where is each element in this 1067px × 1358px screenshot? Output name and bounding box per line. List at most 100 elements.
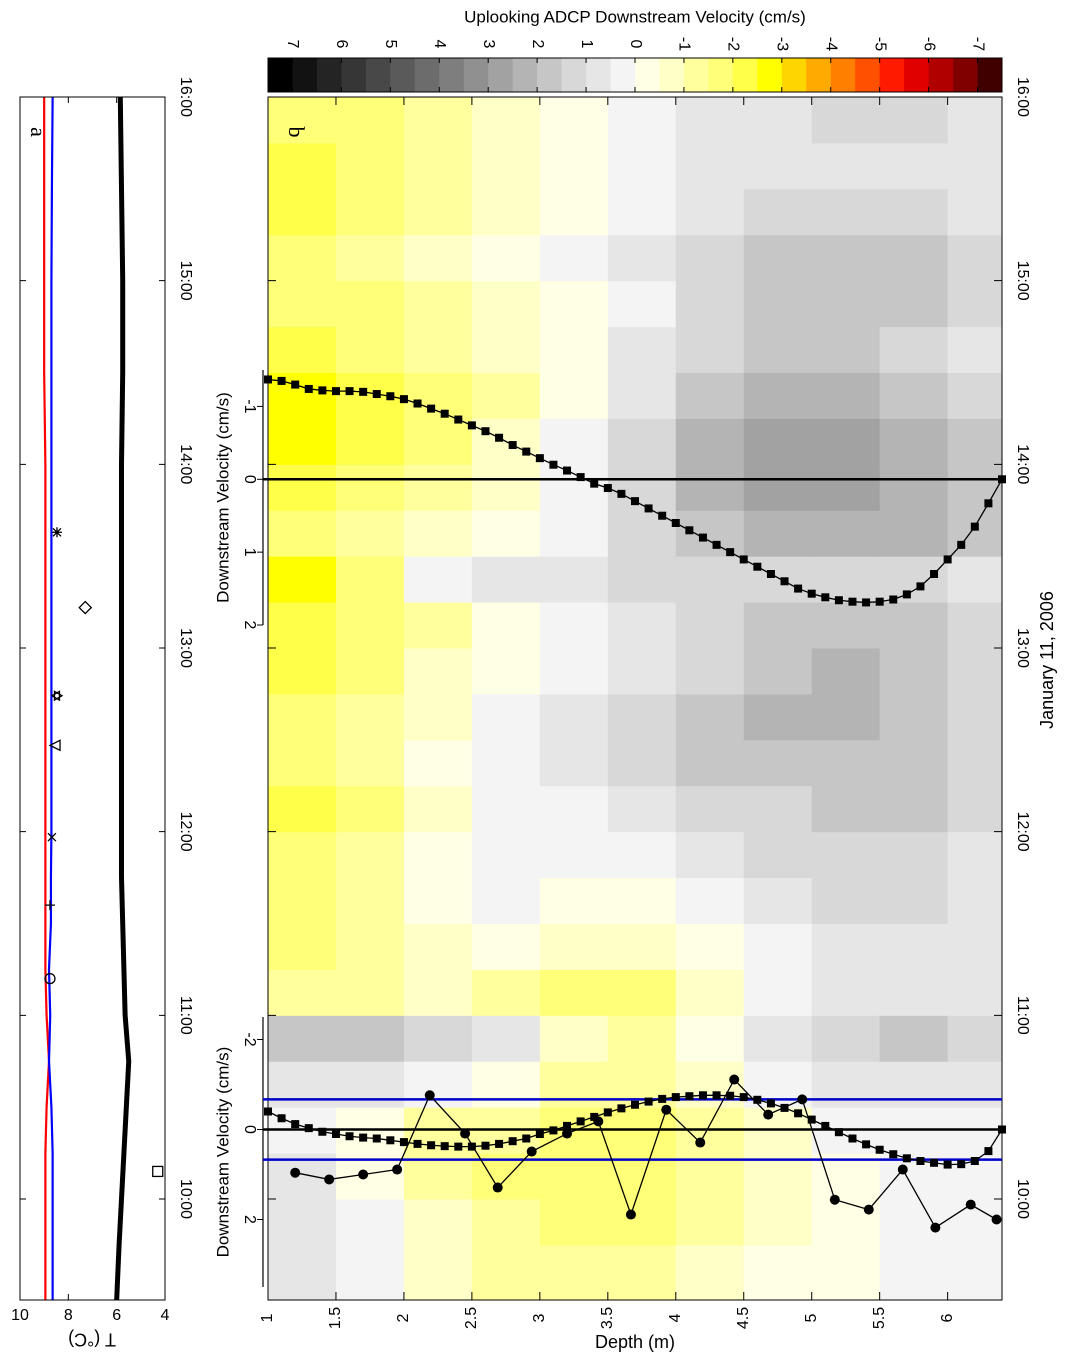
marker [51,527,62,538]
heatmap-cell [403,280,473,328]
heatmap-cell [335,280,405,328]
heatmap-cell [879,418,949,465]
heatmap-cell [743,602,813,649]
profile-marker [821,593,830,602]
heatmap-cell [539,602,609,649]
heatmap-cell [675,602,745,649]
profile-marker [863,1204,874,1215]
profile-marker [658,1094,667,1103]
heatmap-cell [879,188,949,236]
heatmap-cell [403,693,473,741]
profile-marker [957,1160,966,1169]
heatmap-cell [743,97,813,144]
colorbar-cell [781,58,807,92]
heatmap-cell [539,647,609,695]
heatmap-cell [675,280,745,328]
colorbar-tick-label: 3 [480,40,497,49]
profile-marker [318,386,327,395]
profile-marker [460,1128,471,1139]
profile-marker [535,454,544,463]
colorbar-cell [928,58,954,92]
colorbar-tick-label: 2 [529,40,546,49]
profile-marker [698,533,707,542]
profile-marker [392,1164,403,1175]
heatmap-cell [947,418,1003,465]
heatmap-cell [607,1015,677,1062]
profile-marker [508,1137,517,1146]
profile-marker [685,1092,694,1101]
profile-marker [324,1174,335,1185]
profile-marker [821,1121,830,1130]
heatmap-cell [471,372,541,419]
heatmap-cell [268,923,337,970]
heatmap-cell [675,877,745,924]
heatmap-cell [675,1244,745,1301]
inset-tick-label: 1 [241,548,258,557]
heatmap-cell [947,142,1003,190]
profile-marker [454,1142,463,1151]
heatmap-cell [811,647,881,695]
profile-marker [834,1128,843,1137]
inset-axis-label: Downstream Velocity (cm/s) [213,392,232,603]
heatmap-cell [268,97,337,144]
heatmap-cell [335,1198,405,1246]
heatmap-cell [607,647,677,695]
heatmap-cell [403,923,473,970]
heatmap-cell [607,142,677,190]
heatmap-cell [811,831,881,879]
heatmap-cell [335,142,405,190]
heatmap-cell [471,923,541,970]
profile-marker [576,473,585,482]
colorbar-cell [635,58,660,92]
heatmap-cell [607,326,677,373]
heatmap-cell [471,1244,541,1301]
heatmap-cell [743,326,813,373]
heatmap-cell [335,556,405,603]
heatmap-cell [811,510,881,557]
heatmap-cell [403,510,473,557]
heatmap-cell [879,510,949,557]
heatmap-cell [335,188,405,236]
heatmap-cell [471,1061,541,1108]
heatmap-cell [268,1061,337,1108]
profile-marker [897,1164,908,1175]
colorbar-cell [537,58,562,92]
colorbar-tick-label: -7 [969,37,986,51]
profile-marker [492,1182,503,1193]
profile-marker [902,590,911,599]
heatmap-cell [675,556,745,603]
colorbar-cell [341,58,367,92]
heatmap-cell [268,831,337,879]
profile-marker [631,1100,639,1109]
heatmap-cell [403,1015,473,1062]
profile-marker [593,1116,604,1127]
time-tick-label: 16:00 [1014,77,1031,117]
depth-axis-label: Depth (m) [595,1332,675,1352]
heatmap-cell [811,97,881,144]
profile-marker [549,1126,558,1135]
profile-marker [372,1134,381,1143]
temperature-tick-label: 4 [161,1307,170,1324]
heatmap-cell [335,464,405,511]
heatmap-cell [539,97,609,144]
profile-marker [658,511,667,520]
heatmap-cell [947,1244,1003,1301]
panel-label: b [284,127,309,138]
colorbar-cell [757,58,783,92]
heatmap-cell [335,739,405,787]
heatmap-cell [539,372,609,419]
profile-marker [331,387,340,396]
colorbar-tick-label: -1 [676,37,693,51]
heatmap-cell [335,97,405,144]
heatmap-cell [471,785,541,833]
heatmap-cell [879,372,949,419]
heatmap-cell [607,831,677,879]
heatmap-cell [403,1061,473,1108]
heatmap-cell [471,464,541,511]
heatmap-cell [268,188,337,236]
heatmap-cell [539,188,609,236]
heatmap-cell [403,418,473,465]
heatmap-cell [403,602,473,649]
profile-marker [526,1146,537,1157]
heatmap-cell [539,280,609,328]
